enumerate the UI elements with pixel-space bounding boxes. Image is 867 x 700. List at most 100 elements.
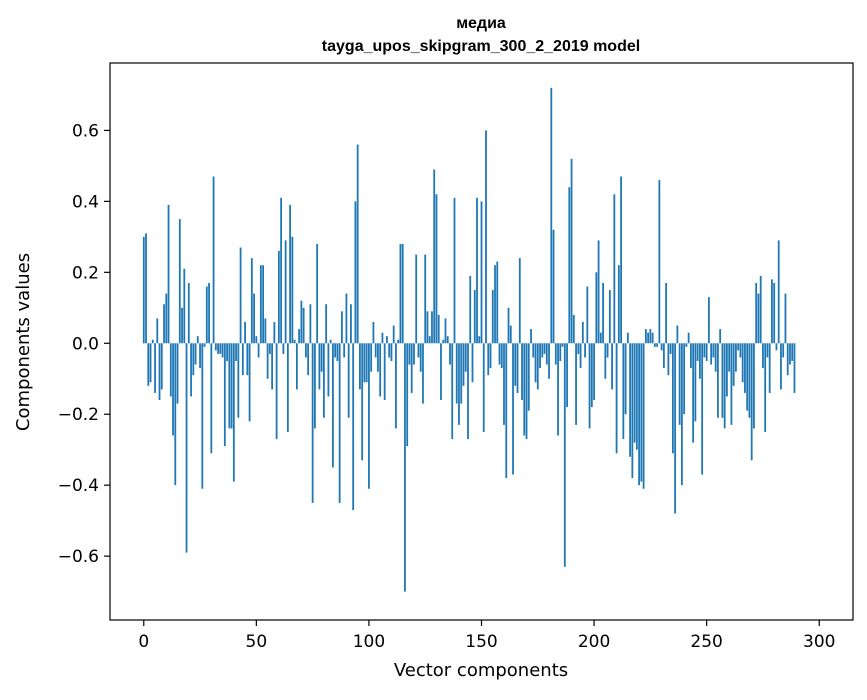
bar-component-184 (557, 343, 559, 436)
bar-component-77 (316, 243, 319, 344)
bar-component-64 (286, 343, 289, 432)
bar-component-47 (248, 343, 251, 422)
bar-component-166 (516, 343, 519, 393)
bar-component-204 (602, 282, 604, 344)
bar-component-139 (455, 343, 458, 404)
bar-component-74 (309, 304, 312, 344)
bar-component-12 (169, 343, 172, 397)
bar-component-109 (388, 343, 391, 358)
bar-component-208 (611, 343, 613, 390)
bar-component-210 (615, 343, 618, 454)
bar-component-175 (536, 343, 539, 390)
bar-component-127 (428, 336, 431, 344)
bar-component-82 (327, 343, 330, 397)
bar-component-196 (584, 343, 586, 358)
bar-component-143 (464, 343, 467, 372)
bar-component-216 (629, 343, 631, 457)
bar-component-19 (185, 343, 188, 553)
bar-component-164 (512, 343, 514, 475)
bar-component-171 (527, 343, 530, 411)
bar-component-70 (300, 300, 303, 344)
bar-component-267 (744, 343, 746, 393)
bar-component-227 (653, 343, 656, 347)
bar-component-257 (721, 343, 724, 418)
bar-component-263 (735, 343, 737, 372)
bar-component-117 (406, 343, 409, 447)
bar-component-158 (498, 343, 501, 365)
bar-component-124 (422, 343, 424, 404)
bar-component-105 (379, 343, 382, 397)
bar-component-203 (599, 332, 602, 344)
bar-component-96 (359, 343, 361, 390)
bar-component-132 (440, 343, 442, 401)
bar-component-159 (500, 343, 503, 369)
bar-component-100 (368, 343, 370, 489)
bar-component-239 (680, 343, 683, 486)
bar-component-16 (178, 219, 181, 344)
bar-component-163 (509, 325, 512, 344)
bar-component-89 (343, 343, 346, 358)
bar-component-86 (336, 343, 339, 362)
bar-component-60 (277, 251, 280, 344)
bar-component-165 (514, 343, 517, 386)
y-tick-label: 0.4 (72, 192, 99, 212)
bar-component-150 (480, 201, 483, 344)
bar-component-10 (165, 293, 168, 344)
bar-component-221 (640, 343, 643, 482)
bar-component-0 (142, 236, 145, 344)
bar-component-167 (518, 258, 521, 344)
bar-component-133 (442, 339, 445, 344)
y-tick-label: 0.6 (72, 121, 99, 141)
bar-component-231 (662, 343, 665, 369)
bar-component-154 (489, 343, 492, 369)
chart-title-line-2: tayga_upos_skipgram_300_2_2019 model (322, 38, 640, 55)
bar-component-99 (365, 343, 368, 383)
bar-component-22 (192, 343, 195, 376)
bar-component-148 (476, 197, 478, 344)
bar-component-169 (523, 343, 526, 436)
bar-component-7 (158, 343, 161, 401)
bar-component-207 (608, 290, 611, 344)
x-tick-label: 200 (578, 632, 610, 652)
bar-component-266 (741, 343, 744, 383)
bar-component-205 (604, 343, 607, 379)
bar-component-214 (624, 343, 627, 415)
bar-component-36 (223, 343, 226, 447)
bar-component-38 (228, 343, 231, 429)
bar-component-258 (723, 343, 726, 429)
bar-component-268 (746, 343, 749, 411)
bar-component-199 (590, 343, 593, 408)
bar-component-189 (568, 187, 571, 344)
bar-component-285 (784, 293, 787, 344)
bar-component-113 (397, 339, 400, 344)
bar-component-174 (534, 343, 537, 383)
bar-component-141 (460, 343, 463, 404)
bar-component-13 (172, 343, 174, 436)
bar-component-25 (199, 343, 201, 369)
bar-component-151 (482, 343, 485, 432)
bar-component-272 (755, 282, 758, 344)
x-tick-label: 100 (353, 632, 385, 652)
bar-component-223 (644, 329, 647, 344)
bar-component-245 (694, 343, 697, 422)
y-axis-ticks: −0.6 −0.4 −0.2 0.0 0.2 0.4 0.6 (58, 121, 110, 567)
bar-component-255 (717, 343, 719, 418)
bar-component-76 (313, 343, 316, 429)
bar-component-5 (154, 343, 156, 393)
bar-component-20 (187, 282, 190, 344)
bar-component-128 (431, 311, 433, 344)
bar-component-97 (361, 343, 364, 461)
bar-component-101 (370, 343, 373, 372)
bar-component-136 (449, 343, 451, 365)
bar-component-142 (462, 343, 465, 386)
bar-component-225 (649, 329, 652, 344)
bar-component-134 (444, 318, 447, 344)
bar-component-202 (597, 240, 600, 344)
bar-component-32 (214, 343, 217, 351)
bar-component-23 (194, 343, 197, 365)
x-tick-label: 0 (138, 632, 149, 652)
bar-component-273 (757, 293, 760, 344)
bar-component-78 (318, 343, 321, 390)
bar-series (142, 87, 796, 592)
bar-component-200 (593, 343, 595, 401)
